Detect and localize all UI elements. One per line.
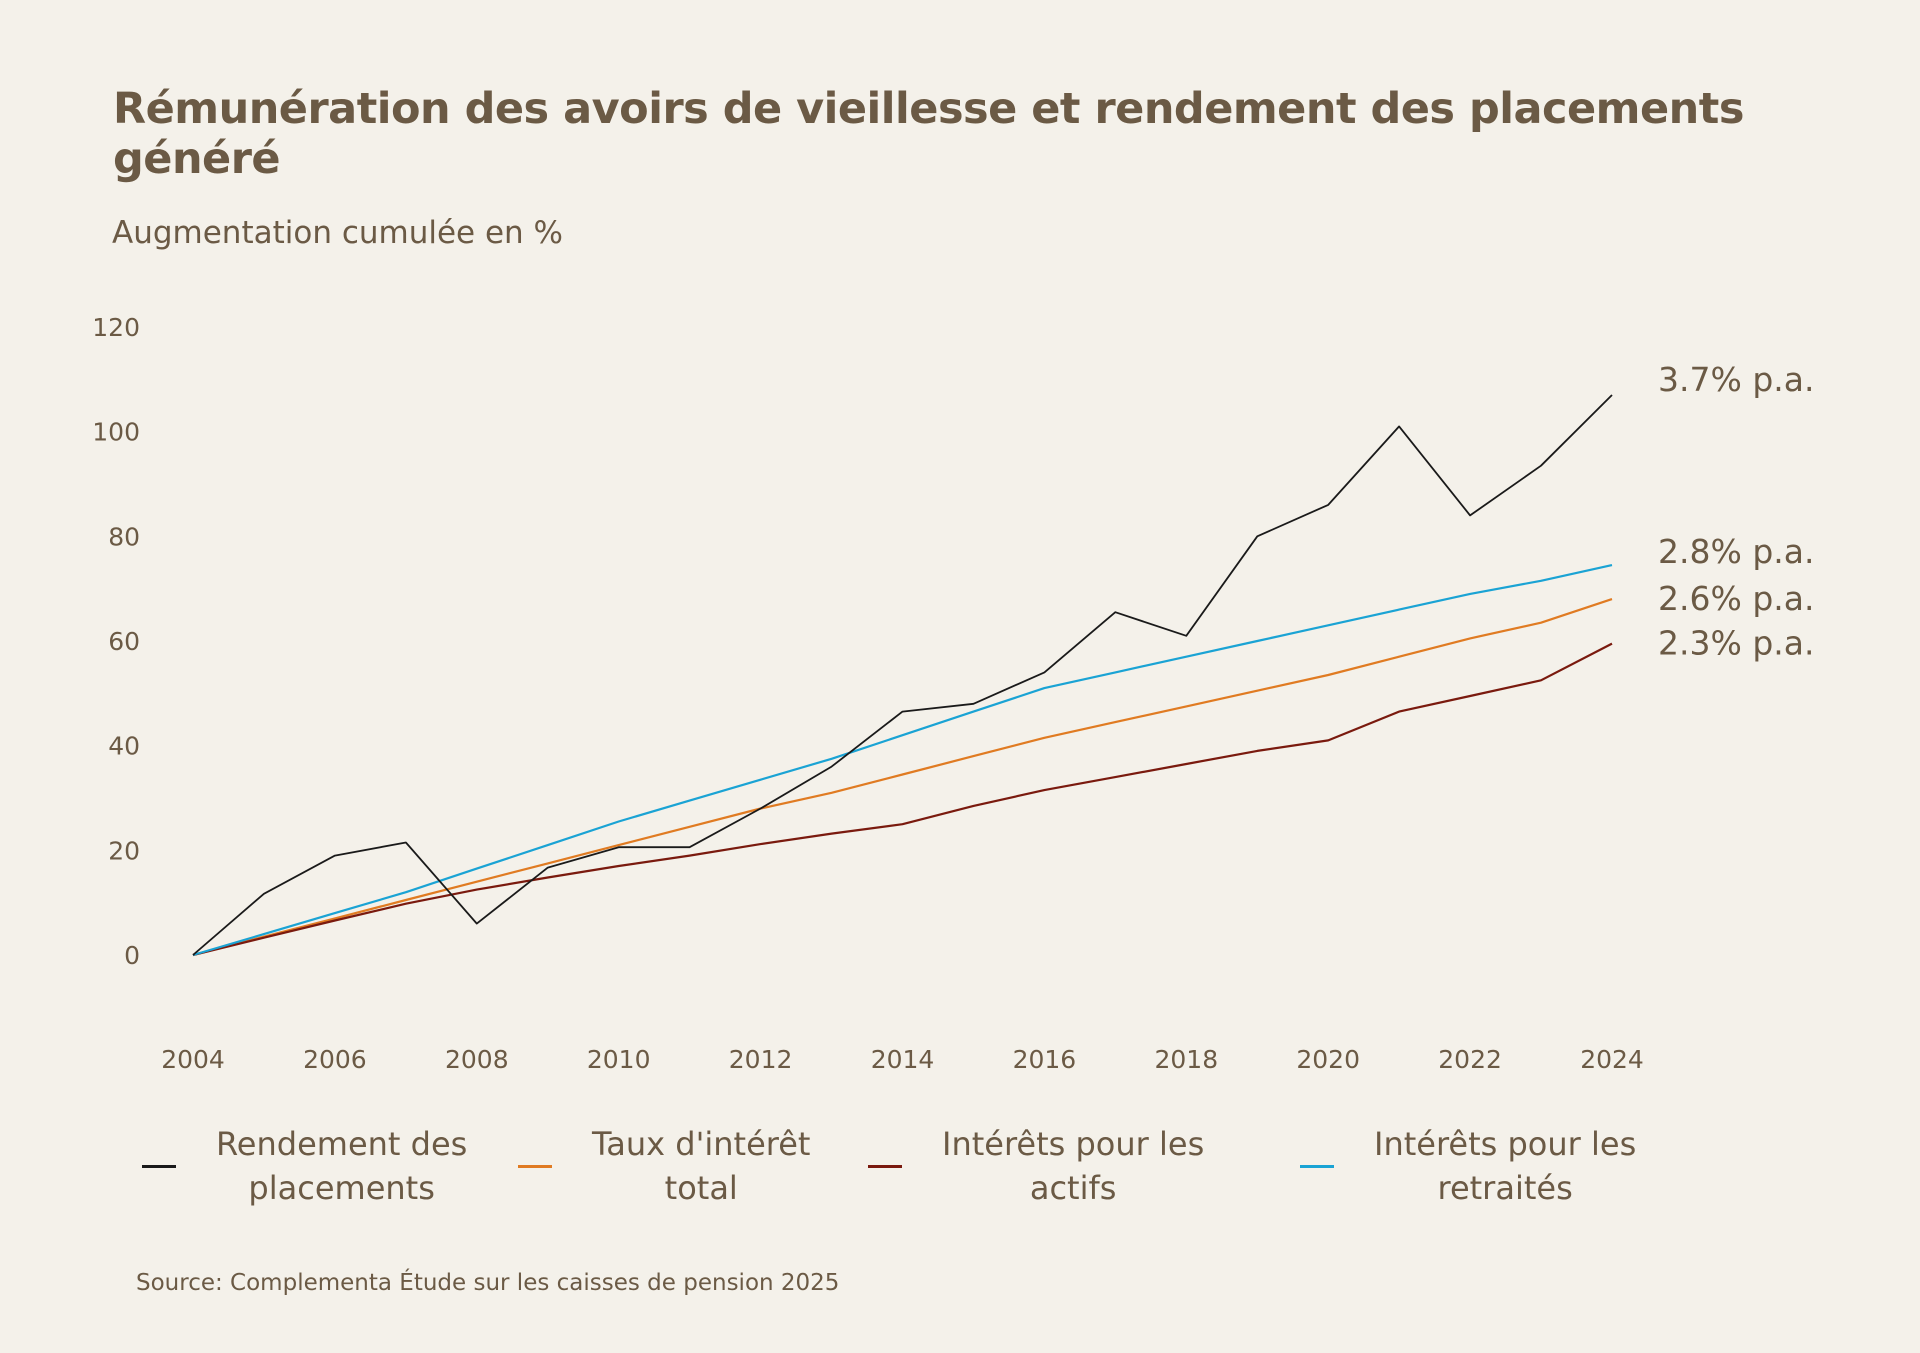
legend-swatch xyxy=(868,1164,902,1168)
chart-title: Rémunération des avoirs de vieillesse et… xyxy=(113,84,1744,184)
legend-item: Taux d'intérêt total xyxy=(518,1122,810,1210)
legend-label-line: Intérêts pour les xyxy=(942,1125,1205,1163)
y-tick-label: 80 xyxy=(108,522,140,551)
legend-label-line: actifs xyxy=(1029,1169,1117,1207)
y-tick-label: 100 xyxy=(92,418,140,447)
x-tick-label: 2008 xyxy=(445,1045,509,1074)
line-chart: 0 20 40 60 80 100 120 2004 2006 2008 2010 2012 2014 2… xyxy=(92,313,1814,1074)
series-line-0 xyxy=(192,394,1613,956)
x-tick-label: 2020 xyxy=(1296,1045,1360,1074)
legend-label-line: Intérêts pour les xyxy=(1374,1125,1637,1163)
legend-label-line: Taux d'intérêt xyxy=(592,1125,811,1163)
legend-swatch xyxy=(518,1164,552,1168)
y-tick-label: 60 xyxy=(108,627,140,656)
legend-swatch xyxy=(142,1164,176,1168)
end-label: 2.6% p.a. xyxy=(1658,579,1814,618)
x-tick-label: 2018 xyxy=(1154,1045,1218,1074)
legend-label-line: total xyxy=(664,1169,738,1207)
legend-label-line: placements xyxy=(248,1169,435,1207)
legend-swatch xyxy=(1300,1164,1334,1168)
y-axis-label: Augmentation cumulée en % xyxy=(112,215,564,251)
end-label: 2.8% p.a. xyxy=(1658,532,1814,571)
x-tick-label: 2014 xyxy=(871,1045,935,1074)
legend-item: Intérêts pour les retraités xyxy=(1300,1122,1636,1210)
end-label: 3.7% p.a. xyxy=(1658,360,1814,399)
x-tick-label: 2024 xyxy=(1580,1045,1644,1074)
y-tick-label: 0 xyxy=(124,941,140,970)
legend-label: Intérêts pour les retraités xyxy=(1374,1122,1636,1210)
legend-label-line: Rendement des xyxy=(216,1125,468,1163)
x-tick-label: 2012 xyxy=(729,1045,793,1074)
series-line-3 xyxy=(192,564,1613,957)
legend-label: Intérêts pour les actifs xyxy=(942,1122,1204,1210)
legend-label: Rendement des placements xyxy=(216,1122,467,1210)
x-tick-label: 2010 xyxy=(587,1045,651,1074)
legend-label: Taux d'intérêt total xyxy=(592,1122,810,1210)
legend-label-line: retraités xyxy=(1437,1169,1573,1207)
x-tick-label: 2006 xyxy=(303,1045,367,1074)
source-note: Source: Complementa Étude sur les caisse… xyxy=(136,1270,840,1296)
y-tick-label: 40 xyxy=(108,732,140,761)
y-tick-label: 120 xyxy=(92,313,140,342)
x-tick-label: 2022 xyxy=(1438,1045,1502,1074)
x-tick-label: 2004 xyxy=(161,1045,225,1074)
end-label: 2.3% p.a. xyxy=(1658,624,1814,663)
legend-item: Intérêts pour les actifs xyxy=(868,1122,1204,1210)
y-tick-label: 20 xyxy=(108,836,140,865)
x-tick-label: 2016 xyxy=(1013,1045,1077,1074)
series-line-1 xyxy=(192,598,1613,957)
legend: Rendement des placements Taux d'intérêt tot… xyxy=(0,1122,1920,1222)
series-line-2 xyxy=(192,642,1613,957)
legend-item: Rendement des placements xyxy=(142,1122,467,1210)
